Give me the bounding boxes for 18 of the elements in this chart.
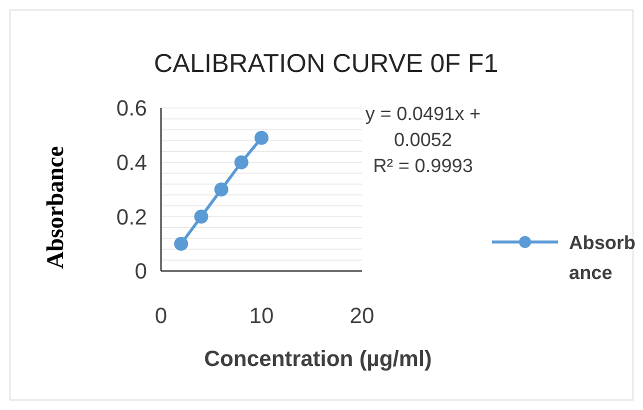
text: y = 0.0491x + 0.0052 <box>365 104 481 151</box>
point <box>174 236 188 251</box>
y-axis-title: Absorbance <box>43 146 69 269</box>
point <box>234 155 248 170</box>
x-axis-title: Concentration (µg/ml) <box>204 346 432 371</box>
point <box>214 182 228 196</box>
y-tick-label: 0.4 <box>116 150 147 176</box>
legend-label: Absorbance <box>569 233 636 284</box>
point <box>254 130 268 145</box>
text: R² = 0.9993 <box>373 156 473 177</box>
y-tick-label: 0.2 <box>116 204 147 230</box>
chart-title: CALIBRATION CURVE 0F F1 <box>154 48 498 78</box>
x-tick-label: 10 <box>249 303 274 328</box>
x-tick-label: 20 <box>350 303 374 328</box>
point <box>194 210 208 224</box>
x-tick-label: 0 <box>154 303 168 328</box>
y-tick-label: 0 <box>134 258 147 284</box>
y-tick-label: 0.6 <box>116 96 147 121</box>
